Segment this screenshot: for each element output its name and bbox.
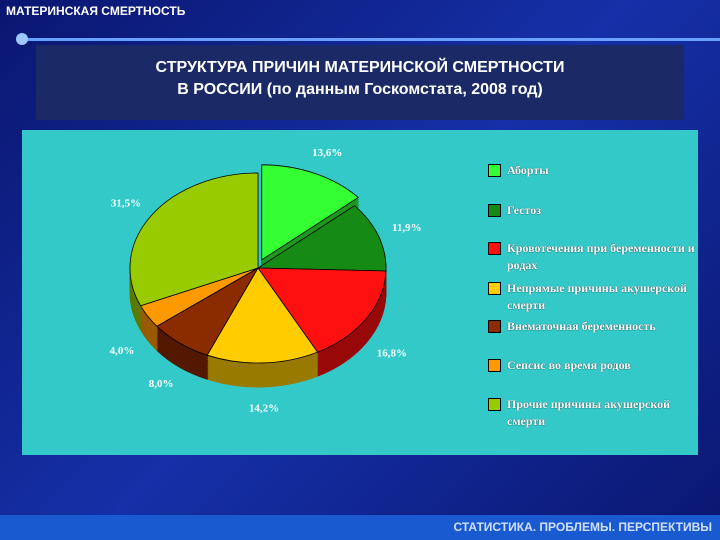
data-label: 13,6% <box>312 147 342 159</box>
rule <box>22 38 720 41</box>
legend-item: Непрямые причины акушерской смерти <box>488 280 703 314</box>
chart-subtitle: В РОССИИ (по данным Госкомстата, 2008 го… <box>177 81 543 98</box>
slice <box>257 267 387 353</box>
legend-swatch <box>488 282 501 295</box>
legend-label: Прочие причины акушерской смерти <box>507 397 671 428</box>
legend-swatch <box>488 204 501 217</box>
slice <box>261 164 359 261</box>
legend-swatch <box>488 359 501 372</box>
legend-label: Внематочная беременность <box>507 319 656 333</box>
slice <box>129 172 259 307</box>
dot <box>16 33 28 45</box>
data-label: 31,5% <box>111 197 141 209</box>
legend-label: Непрямые причины акушерской смерти <box>507 281 687 312</box>
title-box: СТРУКТУРА ПРИЧИН МАТЕРИНСКОЙ СМЕРТНОСТИ … <box>36 45 684 120</box>
slice <box>256 205 387 272</box>
data-label: 4,0% <box>110 345 135 357</box>
legend-item: Кровотечения при беременности и родах <box>488 240 703 274</box>
data-label: 14,2% <box>249 402 279 414</box>
legend-item: Прочие причины акушерской смерти <box>488 396 703 430</box>
footer: СТАТИСТИКА. ПРОБЛЕМЫ. ПЕРСПЕКТИВЫ <box>453 520 712 534</box>
data-label: 8,0% <box>149 378 174 390</box>
legend-label: Гестоз <box>507 203 542 217</box>
data-label: 11,9% <box>392 222 422 234</box>
legend-item: Внематочная беременность <box>488 318 703 335</box>
data-label: 16,8% <box>377 348 407 360</box>
footer-bar <box>0 515 720 540</box>
legend-swatch <box>488 320 501 333</box>
legend-item: Аборты <box>488 162 703 179</box>
chart-title: СТРУКТУРА ПРИЧИН МАТЕРИНСКОЙ СМЕРТНОСТИ <box>155 59 565 76</box>
legend-label: Аборты <box>507 163 549 177</box>
legend-swatch <box>488 398 501 411</box>
legend-item: Гестоз <box>488 202 703 219</box>
slice <box>206 267 319 364</box>
legend-label: Сепсис во время родов <box>507 358 631 372</box>
legend-swatch <box>488 242 501 255</box>
legend-swatch <box>488 164 501 177</box>
legend-label: Кровотечения при беременности и родах <box>507 241 695 272</box>
header: МАТЕРИНСКАЯ СМЕРТНОСТЬ <box>6 4 186 18</box>
legend-item: Сепсис во время родов <box>488 357 703 374</box>
